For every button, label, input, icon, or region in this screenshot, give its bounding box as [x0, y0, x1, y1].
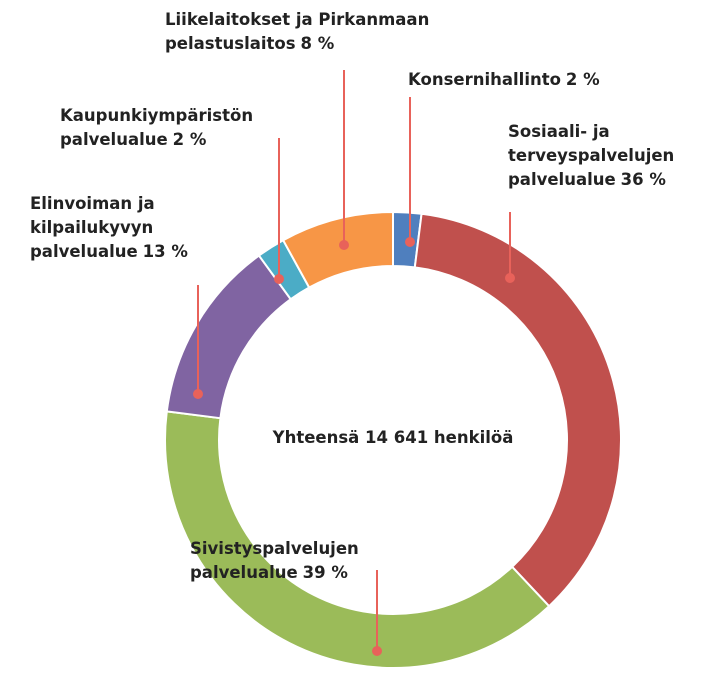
- value-label: 39 %: [302, 563, 348, 582]
- leader-dot: [372, 646, 382, 656]
- leader-dot: [405, 237, 415, 247]
- value-label: 2 %: [172, 130, 207, 149]
- donut-segment: [281, 210, 394, 289]
- segment-label: Konsernihallinto 2 %: [408, 68, 638, 92]
- category-label: Kaupunkiympäristön palvelualue: [60, 106, 254, 149]
- segment-label: Liikelaitokset ja Pirkanmaan pelastuslai…: [165, 8, 465, 56]
- category-label: Sivistyspalvelujen palvelualue: [190, 539, 359, 582]
- value-label: 2 %: [565, 70, 600, 89]
- value-label: 13 %: [142, 242, 188, 261]
- donut-segment: [164, 410, 551, 669]
- value-label: 36 %: [620, 170, 666, 189]
- donut-segment: [413, 212, 622, 608]
- category-label: Elinvoiman ja kilpailukyvyn palvelualue: [30, 194, 155, 261]
- leader-dot: [193, 389, 203, 399]
- category-label: Konsernihallinto: [408, 70, 561, 89]
- donut-segment: [165, 254, 293, 420]
- center-text: Yhteensä 14 641 henkilöä: [272, 428, 514, 447]
- leader-dot: [274, 274, 284, 284]
- segment-label: Sosiaali- ja terveyspalvelujen palvelual…: [508, 120, 680, 192]
- segment-label: Kaupunkiympäristön palvelualue 2 %: [60, 104, 282, 152]
- segment-label: Sivistyspalvelujen palvelualue 39 %: [190, 537, 380, 585]
- leader-dot: [339, 240, 349, 250]
- value-label: 8 %: [300, 34, 335, 53]
- leader-dot: [505, 273, 515, 283]
- category-label: Sosiaali- ja terveyspalvelujen palvelual…: [508, 122, 675, 189]
- segment-label: Elinvoiman ja kilpailukyvyn palvelualue 1…: [30, 192, 205, 264]
- category-label: Liikelaitokset ja Pirkanmaan pelastuslai…: [165, 10, 430, 53]
